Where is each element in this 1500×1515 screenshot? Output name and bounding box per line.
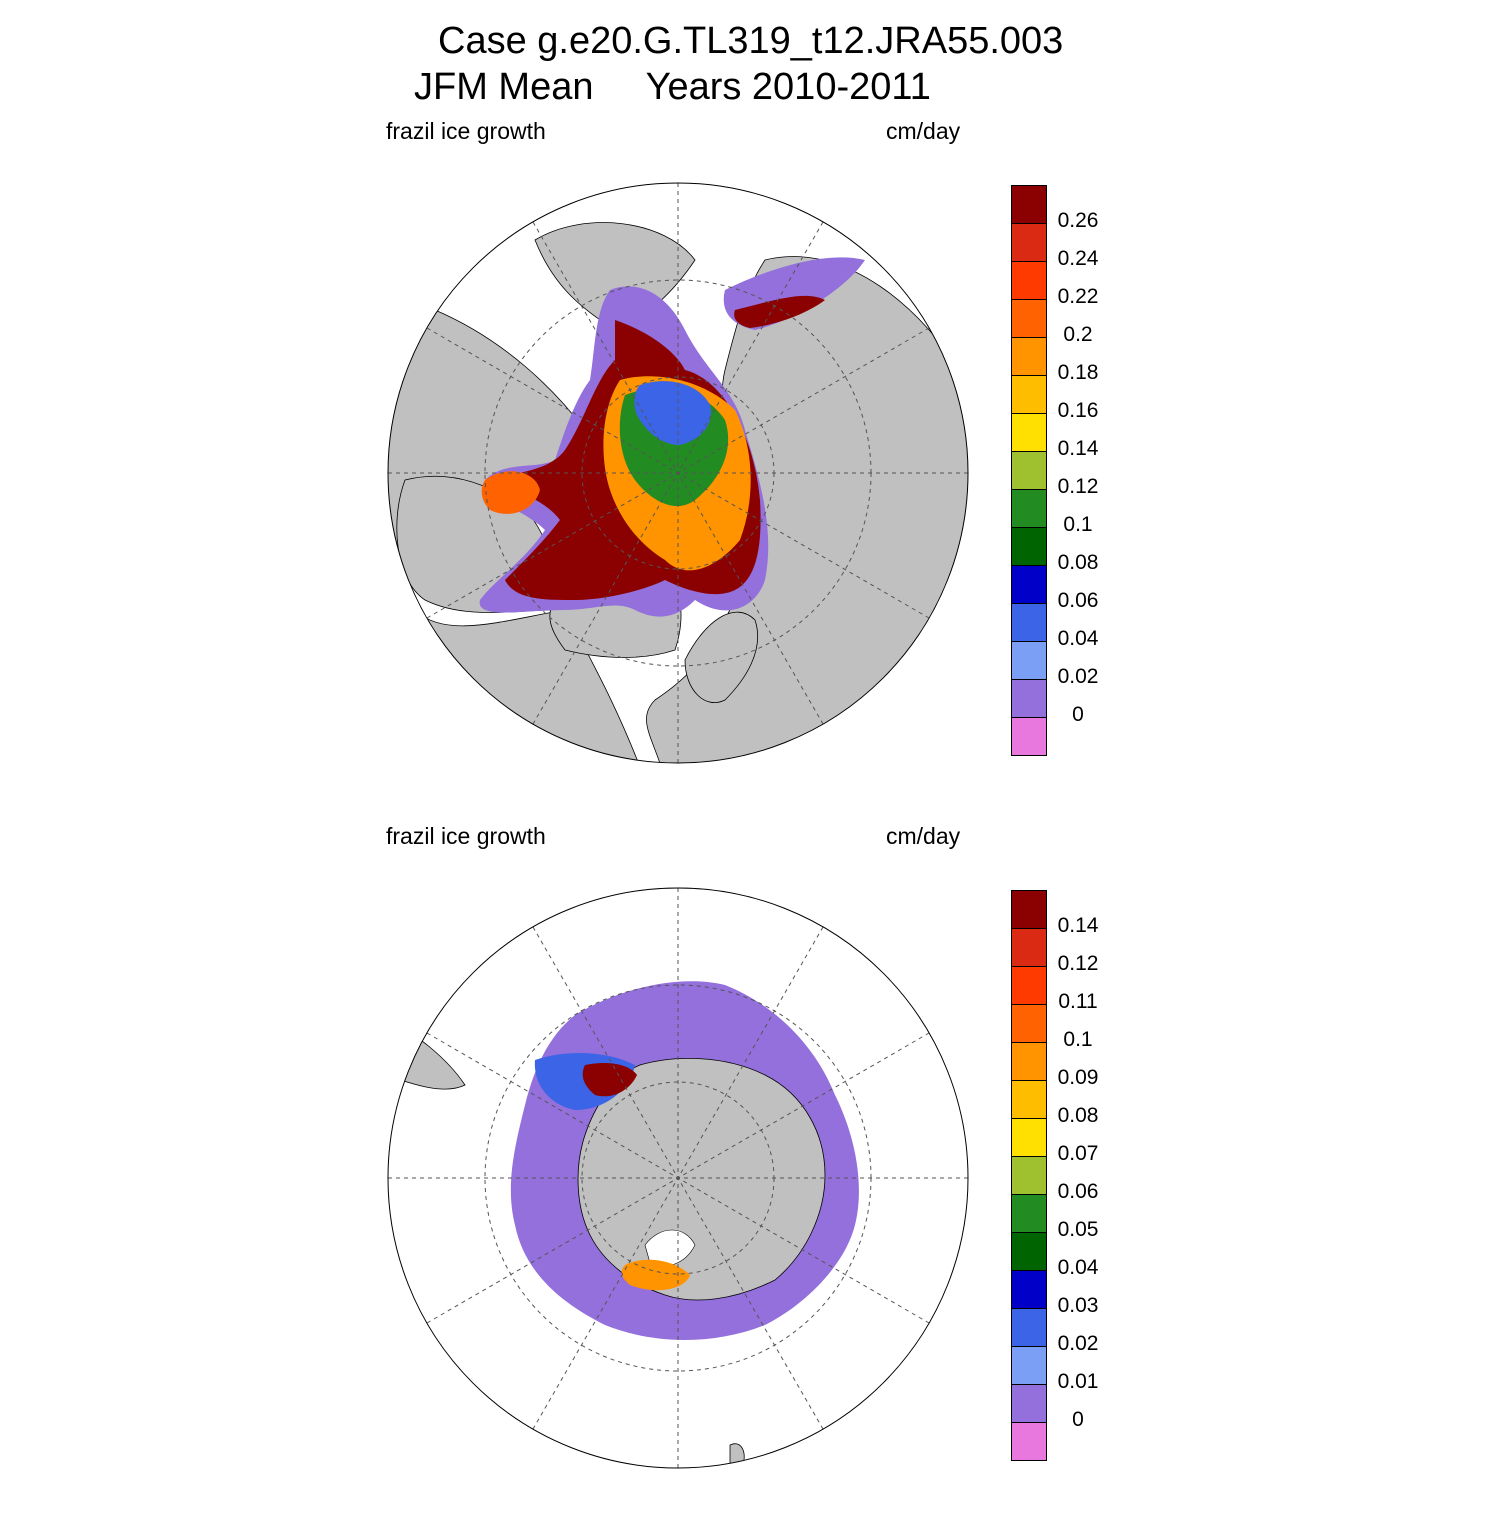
variable-label: frazil ice growth [386, 118, 546, 144]
colorbar-box [1011, 680, 1047, 718]
colorbar-tick-label: 0.24 [1057, 247, 1099, 270]
okhotsk-ice-edge [734, 295, 825, 328]
map-boundary [387, 182, 969, 764]
colorbar-box [1011, 929, 1047, 967]
colorbar-tick-label: 0.07 [1057, 1142, 1099, 1165]
colorbar-tick-label: 0.2 [1063, 323, 1093, 346]
colorbar-tick-label: 0.14 [1057, 437, 1099, 460]
scandinavia-land [684, 611, 759, 703]
ross-sea-ice [621, 1259, 690, 1291]
colorbar-tick-label: 0.08 [1057, 1104, 1099, 1127]
colorbar-tick-label: 0.16 [1057, 399, 1099, 422]
sea-ice-interior-blue [634, 381, 711, 445]
colorbar-box [1011, 1005, 1047, 1043]
colorbar-box [1011, 1385, 1047, 1423]
colorbar-box [1011, 185, 1047, 224]
colorbar-tick-label: 0.22 [1057, 285, 1099, 308]
colorbar-tick-label: 0.08 [1057, 551, 1099, 574]
colorbar-tick-label: 0.01 [1057, 1370, 1099, 1393]
colorbar-tick-label: 0.02 [1057, 1332, 1099, 1355]
colorbar-box [1011, 490, 1047, 528]
antarctica-land [577, 1058, 826, 1301]
colorbar-box [1011, 1423, 1047, 1461]
colorbar-box [1011, 414, 1047, 452]
colorbar-box [1011, 1119, 1047, 1157]
colorbar-box [1011, 967, 1047, 1005]
colorbar-box [1011, 604, 1047, 642]
colorbar-box [1011, 1157, 1047, 1195]
colorbar-box [1011, 566, 1047, 604]
colorbar-tick-label: 0.18 [1057, 361, 1099, 384]
colorbar-box [1011, 1233, 1047, 1271]
figure-title-line-2: JFM Mean Years 2010-2011 [414, 66, 931, 108]
colorbar-tick-label: 0.11 [1058, 990, 1098, 1013]
antarctic-polar-map [387, 887, 969, 1469]
weddell-sea-ice-edge [582, 1063, 637, 1097]
colorbar [1011, 890, 1047, 1461]
colorbar-tick-label: 0.12 [1057, 952, 1099, 975]
map-boundary [387, 887, 969, 1469]
colorbar-tick-label: 0.14 [1057, 914, 1099, 937]
colorbar-tick-label: 0.1 [1063, 1028, 1093, 1051]
colorbar-box [1011, 224, 1047, 262]
colorbar-tick-label: 0.09 [1057, 1066, 1099, 1089]
hudson-bay-ice [481, 471, 540, 514]
colorbar [1011, 185, 1047, 756]
colorbar-box [1011, 718, 1047, 756]
colorbar-tick-label: 0.1 [1063, 513, 1093, 536]
colorbar-tick-label: 0 [1072, 1408, 1084, 1431]
arctic-panel: frazil ice growth cm/day [0, 110, 1500, 810]
colorbar-tick-label: 0.06 [1057, 589, 1099, 612]
colorbar-box [1011, 890, 1047, 929]
colorbar-tick-label: 0.03 [1057, 1294, 1099, 1317]
colorbar-tick-label: 0.12 [1057, 475, 1099, 498]
colorbar-box [1011, 1347, 1047, 1385]
variable-label: frazil ice growth [386, 823, 546, 849]
colorbar-tick-label: 0.05 [1057, 1218, 1099, 1241]
colorbar-box [1011, 1271, 1047, 1309]
colorbar-tick-label: 0.04 [1057, 1256, 1099, 1279]
colorbar-box [1011, 1081, 1047, 1119]
colorbar-box [1011, 1195, 1047, 1233]
colorbar-tick-label: 0.06 [1057, 1180, 1099, 1203]
colorbar-tick-label: 0.26 [1057, 209, 1099, 232]
colorbar-tick-label: 0 [1072, 703, 1084, 726]
colorbar-box [1011, 376, 1047, 414]
colorbar-box [1011, 1043, 1047, 1081]
colorbar-box [1011, 642, 1047, 680]
colorbar-tick-label: 0.04 [1057, 627, 1099, 650]
colorbar-box [1011, 528, 1047, 566]
antarctic-panel: frazil ice growth cm/day [0, 815, 1500, 1515]
graticule [388, 888, 968, 1468]
colorbar-box [1011, 1309, 1047, 1347]
colorbar-box [1011, 452, 1047, 490]
units-label: cm/day [886, 118, 961, 144]
graticule [388, 183, 968, 763]
colorbar-box [1011, 338, 1047, 376]
colorbar-box [1011, 262, 1047, 300]
arctic-polar-map [387, 182, 969, 764]
figure-title-line-1: Case g.e20.G.TL319_t12.JRA55.003 [438, 20, 1064, 62]
colorbar-tick-label: 0.02 [1057, 665, 1099, 688]
units-label: cm/day [886, 823, 961, 849]
colorbar-box [1011, 300, 1047, 338]
